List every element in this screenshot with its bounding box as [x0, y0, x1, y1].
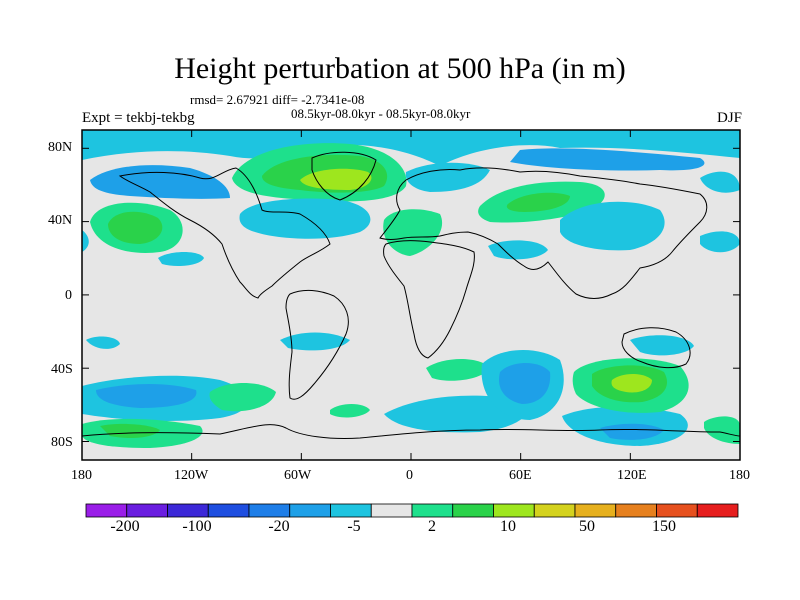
region-positive: [506, 192, 570, 212]
lat-tick-label: 40S: [51, 362, 73, 377]
coast-north-america: [118, 167, 331, 299]
colorbar: [85, 503, 739, 518]
lat-tick-label: 40N: [48, 213, 73, 228]
coast-australia: [621, 327, 691, 369]
colorbar-cell: [574, 503, 617, 518]
region-negative: [90, 165, 230, 199]
region-positive: [209, 383, 276, 412]
colorbar-label: 2: [428, 518, 436, 535]
colorbar-label: 10: [500, 518, 516, 535]
region-negative: [630, 335, 694, 356]
region-negative: [280, 332, 350, 351]
region-negative: [600, 423, 664, 440]
region-positive: [383, 209, 443, 256]
coast-antarctica: [82, 424, 740, 439]
coast-greenland: [311, 151, 377, 201]
region-negative: [700, 171, 740, 193]
colorbar-label: -100: [182, 518, 212, 535]
lat-tick-label: 0: [65, 288, 72, 303]
plot-title: Height perturbation at 500 hPa (in m): [174, 52, 626, 85]
region-negative: [82, 130, 740, 166]
experiment-label: Expt = tekbj-tekbg: [82, 110, 195, 126]
colorbar-cell: [167, 503, 209, 518]
colorbar-cell: [248, 503, 291, 518]
colorbar-cell: [370, 503, 413, 518]
region-negative: [384, 395, 528, 433]
colorbar-cell: [493, 503, 535, 518]
season-label: DJF: [716, 110, 742, 126]
coast-south-america: [285, 289, 349, 400]
colorbar-cell: [615, 503, 657, 518]
colorbar-cell: [207, 503, 250, 518]
region-positive: [330, 404, 370, 418]
region-negative: [700, 231, 740, 253]
colorbar-cell: [289, 503, 331, 518]
colorbar-cell: [330, 503, 372, 518]
region-positive: [108, 211, 163, 244]
coast-eurasia: [379, 167, 708, 299]
colorbar-label: -200: [110, 518, 140, 535]
lon-tick-label: 180: [729, 468, 750, 483]
comparison-label: 08.5kyr-08.0kyr - 08.5kyr-08.0kyr: [291, 106, 471, 121]
region-positive: [100, 423, 160, 438]
region-negative: [96, 384, 197, 408]
colorbar-label: 150: [652, 518, 676, 535]
lon-tick-label: 120E: [617, 468, 647, 483]
lon-tick-label: 60E: [509, 468, 532, 483]
lat-tick-label: 80N: [48, 140, 73, 155]
colorbar-cell: [696, 503, 739, 518]
colorbar-cell: [656, 503, 698, 518]
coastlines: [82, 151, 740, 439]
lon-tick-label: 120W: [174, 468, 209, 483]
axis-ticks: [81, 130, 741, 460]
perturbation-field: [82, 130, 740, 448]
lon-tick-label: 0: [406, 468, 413, 483]
stats-line: rmsd= 2.67921 diff= -2.7341e-08: [190, 92, 365, 107]
region-negative: [86, 336, 120, 349]
region-negative: [239, 198, 371, 239]
region-negative: [82, 230, 89, 252]
lon-tick-label: 60W: [284, 468, 312, 483]
colorbar-label: -20: [268, 518, 290, 535]
region-negative: [560, 201, 665, 251]
region-negative: [488, 240, 548, 260]
colorbar-cell: [452, 503, 494, 518]
region-positive: [300, 168, 372, 190]
colorbar-cell: [126, 503, 168, 518]
region-negative: [510, 148, 705, 171]
region-negative: [498, 363, 551, 404]
region-negative: [405, 162, 490, 192]
coast-africa: [383, 240, 475, 359]
colorbar-cell: [411, 503, 454, 518]
region-positive: [704, 416, 740, 444]
colorbar-cell: [85, 503, 128, 518]
lat-tick-label: 80S: [51, 435, 73, 450]
colorbar-label: -5: [347, 518, 361, 535]
region-positive: [426, 359, 490, 381]
colorbar-cell: [533, 503, 576, 518]
colorbar-label: 50: [579, 518, 595, 535]
region-negative: [158, 252, 204, 266]
region-positive: [611, 374, 652, 393]
lon-tick-label: 180: [71, 468, 92, 483]
